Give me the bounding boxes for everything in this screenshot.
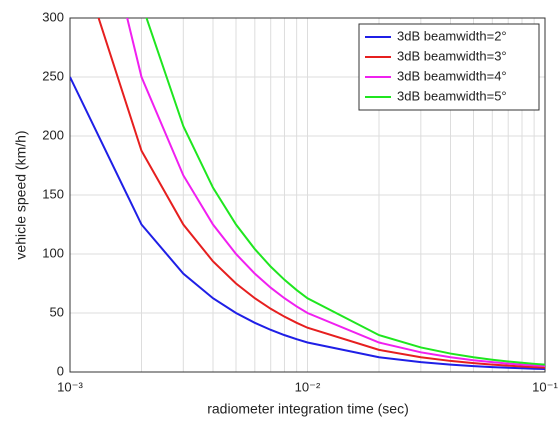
y-tick-label: 100 (42, 245, 64, 260)
y-tick-label: 50 (50, 304, 64, 319)
legend-label: 3dB beamwidth=5° (397, 88, 507, 103)
legend-label: 3dB beamwidth=3° (397, 48, 507, 63)
legend-label: 3dB beamwidth=4° (397, 68, 507, 83)
legend-box (358, 23, 540, 111)
line (145, 18, 545, 366)
plot-lines (70, 18, 545, 371)
legend-label: 3dB beamwidth=2° (397, 28, 507, 43)
line (70, 76, 545, 371)
x-axis-label: radiometer integration time (sec) (207, 401, 409, 417)
plot-frame (69, 17, 546, 373)
y-tick-label: 200 (42, 127, 64, 142)
line (126, 18, 545, 368)
x-tick-label: 10⁻¹ (532, 379, 558, 394)
y-tick-label: 250 (42, 68, 64, 83)
line (97, 18, 545, 369)
y-tick-label: 0 (57, 363, 64, 378)
x-tick-label: 10⁻² (295, 379, 321, 394)
y-tick-label: 300 (42, 9, 64, 24)
x-tick-label: 10⁻³ (57, 379, 83, 394)
y-tick-label: 150 (42, 186, 64, 201)
y-axis-label: vehicle speed (km/h) (13, 130, 29, 259)
